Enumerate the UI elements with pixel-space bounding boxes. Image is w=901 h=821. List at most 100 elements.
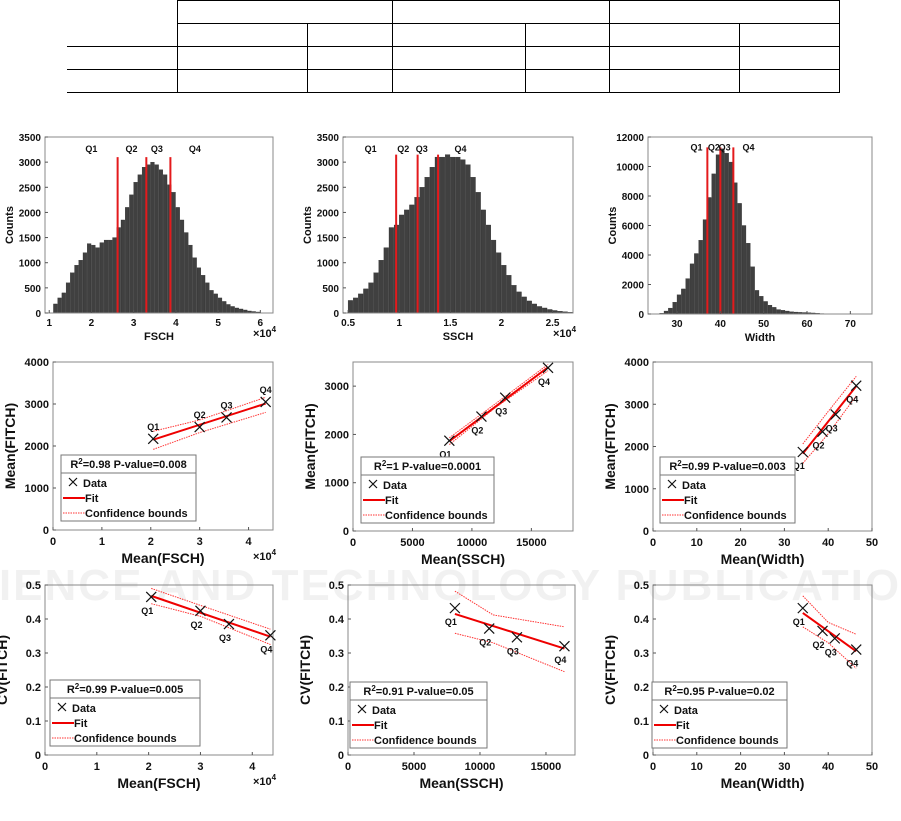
r2-superscript: 2 — [677, 459, 682, 468]
y-tick-label: 4000 — [625, 357, 649, 369]
confidence-bound-upper — [454, 590, 565, 628]
data-point-marker — [483, 623, 495, 634]
histogram-bar — [103, 239, 109, 314]
histogram-bar — [347, 300, 353, 314]
data-point-label: Q1 — [793, 461, 805, 471]
x-tick-label: 6 — [258, 318, 264, 329]
fit-line — [150, 594, 271, 638]
histogram-bar — [368, 282, 374, 314]
y-axis-label: CV(FITCH) — [602, 635, 618, 705]
data-point-label: Q4 — [260, 385, 272, 395]
histogram-bar — [222, 301, 227, 314]
quartile-label: Q4 — [743, 142, 755, 152]
x-tick-label: 50 — [866, 761, 878, 773]
y-tick-label: 0.2 — [26, 682, 41, 694]
quartile-label: Q4 — [189, 144, 201, 154]
data-point-label: Q4 — [846, 395, 858, 405]
y-tick-label: 0.5 — [634, 580, 649, 592]
data-point-label: Q1 — [141, 606, 153, 616]
data-point-marker — [195, 605, 206, 617]
data-point-marker — [260, 396, 272, 408]
y-tick-label: 3500 — [317, 133, 340, 144]
histogram-bar — [521, 296, 527, 314]
chart-7: 0 1 2 3 4 0 0.1 0.2 0.3 0.4 0.5 Mean(FSCH) CV(FITCH)… — [0, 580, 277, 791]
y-tick-label: 8000 — [622, 192, 645, 203]
y-axis-label: Counts — [302, 206, 314, 244]
legend-data-label: Data — [383, 480, 408, 492]
legend-bounds-label: Confidence bounds — [74, 733, 177, 745]
y-tick-label: 1000 — [625, 484, 649, 496]
histogram-bar — [57, 297, 62, 314]
x-tick-label: 2 — [89, 318, 95, 329]
data-point-marker — [443, 435, 455, 447]
chart-1: Q1 Q2 Q3 Q4 1 2 3 4 5 6 0 500 1000 1500 2000 2500 3000 35… — [4, 133, 277, 343]
x-tick-label: 20 — [734, 537, 746, 549]
histogram-bar — [378, 260, 384, 314]
histogram-bar — [711, 173, 716, 315]
histogram-bar — [108, 239, 113, 314]
x-tick-label: 3 — [197, 761, 203, 773]
data-point-label: Q1 — [147, 422, 159, 432]
histogram-bar — [737, 203, 742, 315]
y-axis-label: Mean(FITCH) — [602, 403, 618, 489]
data-point-marker — [817, 426, 828, 438]
table-row — [67, 69, 840, 93]
data-point-label: Q3 — [826, 423, 838, 433]
x-tick-label: 0 — [650, 761, 656, 773]
histogram-bar — [668, 307, 673, 315]
y-tick-label: 3000 — [19, 158, 42, 169]
histogram-bar — [373, 272, 379, 314]
x-tick-label: 10 — [691, 761, 703, 773]
quartile-label: Q3 — [416, 144, 428, 154]
data-point-label: Q4 — [260, 644, 272, 654]
y-tick-label: 0 — [338, 750, 344, 762]
fit-line — [454, 612, 565, 650]
data-point-marker — [797, 602, 809, 614]
x-tick-label: 50 — [866, 537, 878, 549]
table-cell — [392, 46, 526, 70]
histogram-bar — [95, 247, 100, 314]
histogram-bar — [188, 244, 193, 314]
x-tick-label: 50 — [758, 319, 770, 330]
legend-data-label: Data — [83, 478, 108, 490]
histogram-bar — [112, 237, 117, 314]
legend-bounds-label: Confidence bounds — [374, 735, 477, 747]
histogram-bar — [399, 214, 405, 314]
x-multiplier-label: ×104 — [553, 325, 577, 340]
data-point-label: Q2 — [812, 640, 824, 650]
exponent: 4 — [272, 548, 277, 557]
y-tick-label: 3500 — [19, 133, 42, 144]
y-tick-label: 1500 — [317, 234, 340, 245]
histogram-bar — [460, 159, 466, 314]
histogram-bar — [184, 232, 189, 314]
y-tick-label: 0.2 — [634, 682, 649, 694]
legend-data-icon — [68, 477, 78, 487]
y-tick-label: 2000 — [19, 208, 42, 219]
legend-stats-text: =1 P-value=0.0001 — [386, 461, 481, 473]
histogram-bar — [542, 307, 548, 314]
chart-8: 0 5000 10000 15000 0 0.1 0.2 0.3 0.4 0.5 Mean(SSCH… — [297, 580, 576, 791]
quartile-label: Q1 — [365, 144, 377, 154]
y-axis-label: Mean(FITCH) — [302, 403, 318, 489]
histogram-bar — [353, 297, 359, 314]
histogram-bar — [196, 267, 201, 314]
y-tick-label: 0 — [643, 526, 649, 538]
y-tick-label: 3000 — [625, 399, 649, 411]
y-tick-label: 0.3 — [634, 648, 649, 660]
legend-stats: R2=0.98 P-value=0.008 — [70, 457, 186, 471]
histogram-bar — [213, 293, 218, 314]
histogram-bar — [506, 275, 512, 314]
y-axis-label: CV(FITCH) — [0, 635, 10, 705]
histogram-bar — [82, 252, 87, 314]
legend-stats-text: =0.99 P-value=0.005 — [79, 684, 183, 696]
x-axis-label: Mean(FSCH) — [117, 775, 200, 791]
x-tick-label: 30 — [778, 537, 790, 549]
y-tick-label: 4000 — [25, 357, 49, 369]
legend-data-label: Data — [682, 480, 707, 492]
histogram-bar — [694, 253, 699, 315]
histogram-bar — [201, 275, 206, 314]
legend-box — [60, 454, 197, 522]
confidence-bound-lower — [153, 411, 266, 450]
confidence-bound-lower — [802, 626, 857, 669]
